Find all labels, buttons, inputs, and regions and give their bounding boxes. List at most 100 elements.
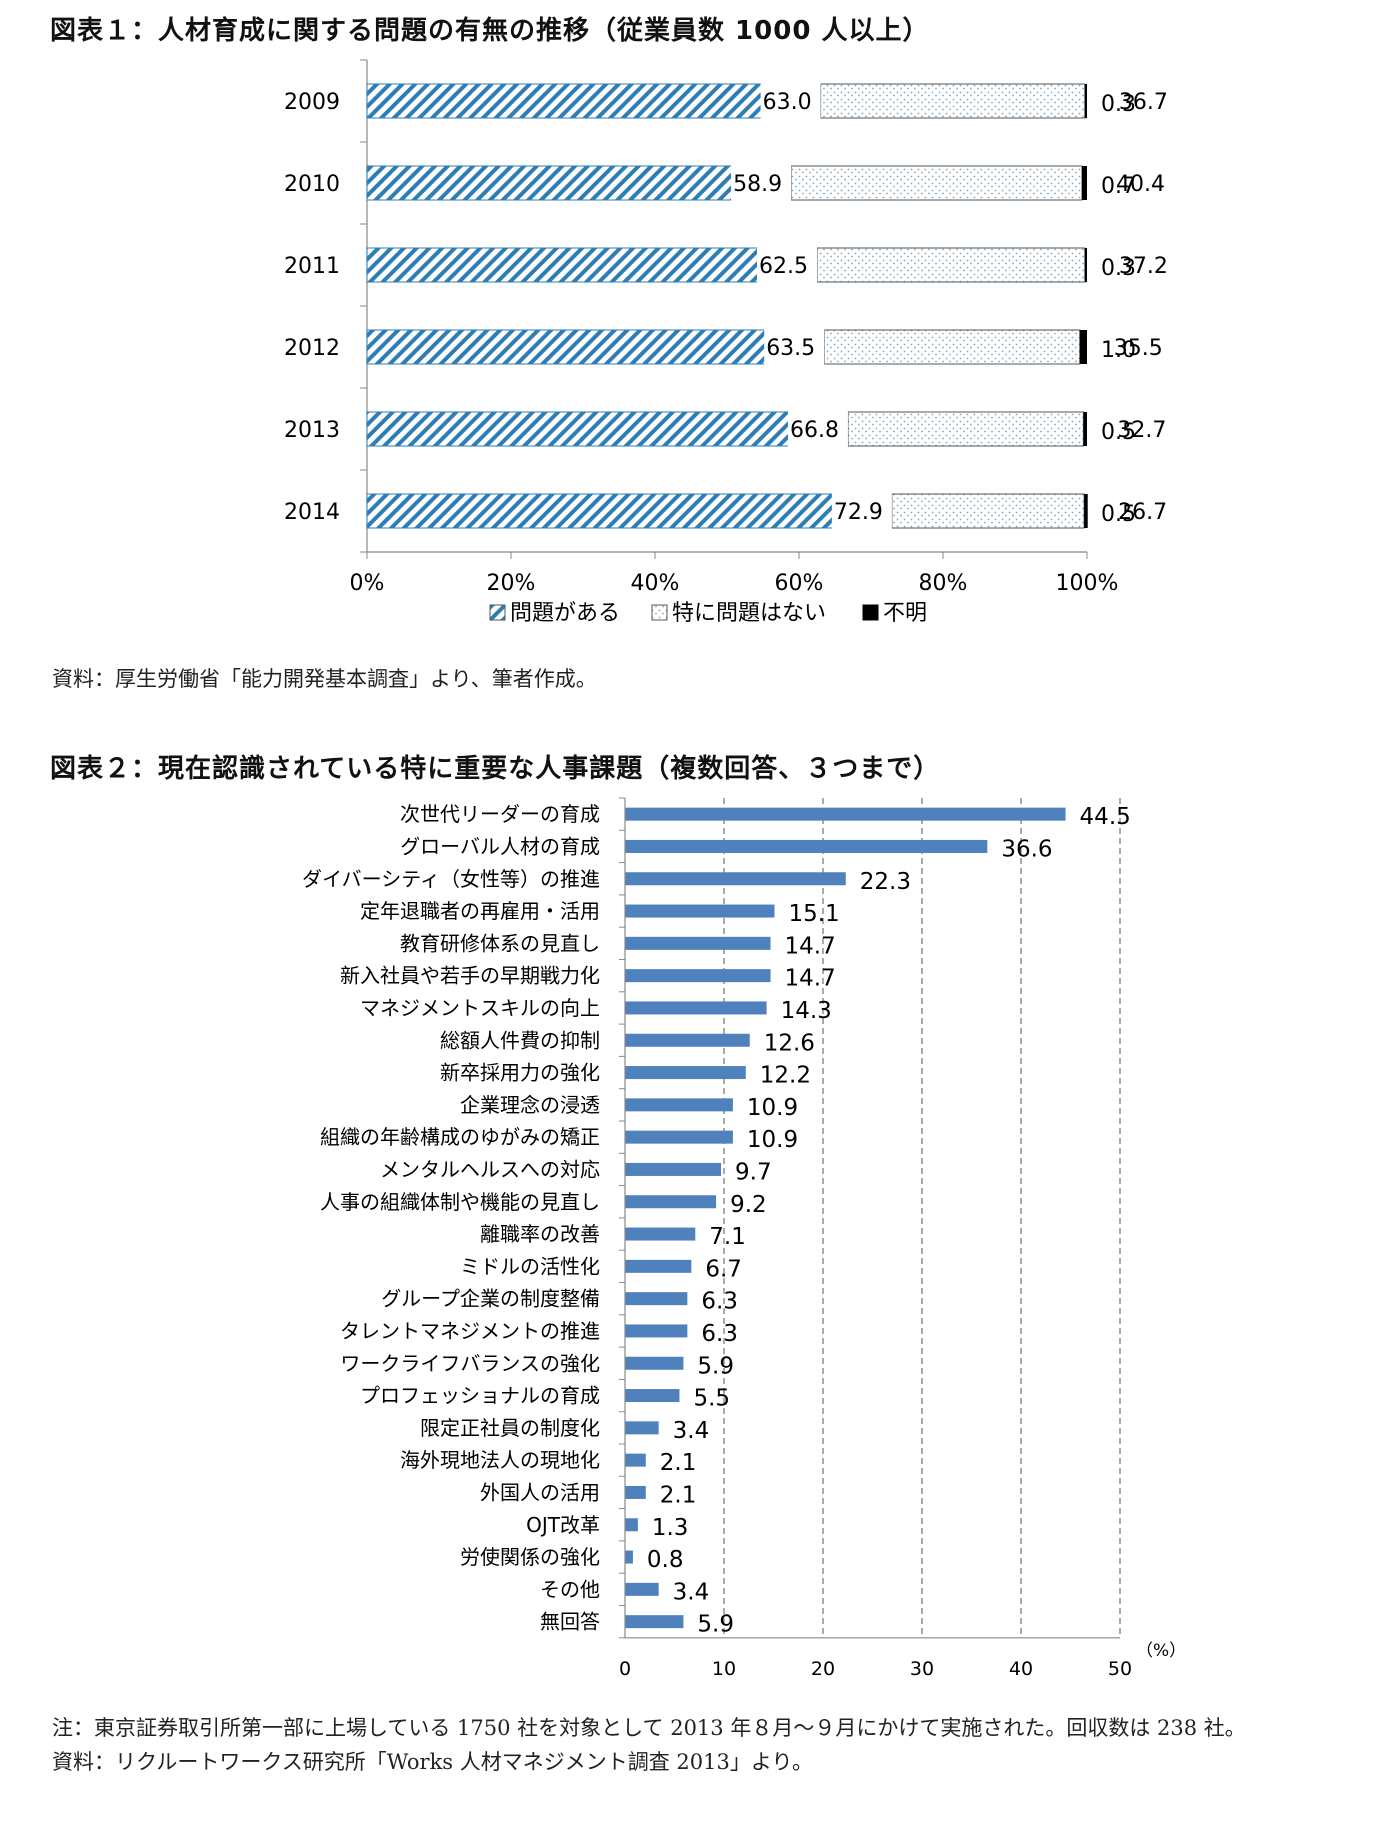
category-label: ワークライフバランスの強化: [340, 1351, 600, 1375]
category-label: ダイバーシティ（女性等）の推進: [302, 867, 600, 891]
data-label-no-problem: 37.2: [1119, 254, 1168, 279]
bar-unknown: [1081, 166, 1087, 200]
category-label: 総額人件費の抑制: [440, 1028, 600, 1052]
label-bg: [1114, 80, 1175, 122]
figure2-title: 図表２：現在認識されている特に重要な人事課題（複数回答、３つまで）: [50, 754, 941, 784]
bar: [625, 872, 846, 886]
label-bg: [760, 80, 821, 122]
bar: [625, 1033, 750, 1047]
data-label: 44.5: [1080, 804, 1131, 830]
figure1-source: 資料：厚生労働省「能力開発基本調査」より、筆者作成。: [52, 667, 597, 691]
data-label-unknown: 0.3: [1101, 92, 1136, 117]
category-label: 2009: [284, 90, 340, 115]
bar: [625, 1518, 638, 1532]
data-label: 3.4: [673, 1579, 710, 1605]
x-tick-label: 10: [712, 1658, 736, 1680]
bar: [625, 1195, 717, 1209]
category-label: 2011: [284, 254, 340, 279]
category-label: ミドルの活性化: [460, 1254, 600, 1278]
legend-swatch: [862, 604, 879, 621]
data-label-no-problem: 40.4: [1116, 172, 1165, 197]
bar: [625, 1227, 696, 1241]
bar: [625, 936, 771, 950]
category-label: 組織の年齢構成のゆがみの矯正: [320, 1125, 600, 1149]
data-label-no-problem: 36.7: [1119, 90, 1168, 115]
legend-swatch: [651, 604, 668, 621]
figure2-note: 注：東京証券取引所第一部に上場している 1750 社を対象として 2013 年８…: [52, 1716, 1246, 1740]
label-bg: [1113, 408, 1174, 450]
category-label: 2014: [284, 500, 340, 525]
data-label: 1.3: [652, 1515, 689, 1541]
bar-problem: [366, 329, 825, 365]
data-label: 7.1: [709, 1224, 746, 1250]
category-label: グループ企業の制度整備: [381, 1287, 600, 1311]
data-label: 6.3: [701, 1321, 738, 1347]
bar-no-problem: [891, 493, 1085, 529]
label-bg: [757, 244, 817, 286]
bar-no-problem: [847, 411, 1084, 447]
label-bg: [1114, 244, 1175, 286]
data-label: 36.6: [1001, 836, 1052, 862]
data-label: 0.8: [647, 1547, 684, 1573]
category-label: 労使関係の強化: [460, 1545, 600, 1569]
label-bg: [731, 162, 792, 204]
bar: [625, 1485, 646, 1499]
category-label: その他: [540, 1577, 600, 1601]
bar-problem: [366, 247, 818, 283]
data-label-unknown: 0.7: [1101, 174, 1136, 199]
category-label: 2013: [284, 418, 340, 443]
x-tick-label: 80%: [919, 571, 968, 596]
data-label-problem: 63.0: [763, 90, 812, 115]
bar: [625, 1324, 688, 1338]
bar: [625, 1582, 659, 1596]
category-label: OJT改革: [526, 1513, 600, 1537]
category-label: 新入社員や若手の早期戦力化: [340, 964, 600, 988]
category-label: 次世代リーダーの育成: [400, 802, 600, 826]
category-label: 離職率の改善: [480, 1222, 600, 1246]
x-tick-label: 0: [619, 1658, 631, 1680]
data-label-no-problem: 26.7: [1118, 500, 1167, 525]
bar-unknown: [1084, 248, 1087, 282]
bar: [625, 1162, 722, 1176]
x-tick-label: 0%: [350, 571, 385, 596]
category-label: 2012: [284, 336, 340, 361]
bar: [625, 1098, 733, 1112]
bar: [625, 904, 775, 918]
figure2-source: 資料：リクルートワークス研究所「Works 人材マネジメント調査 2013」より…: [52, 1750, 814, 1774]
data-label: 9.7: [735, 1159, 772, 1185]
x-unit: （%）: [1136, 1641, 1186, 1661]
bar: [625, 807, 1066, 821]
bar: [625, 839, 988, 853]
category-label: 企業理念の浸透: [460, 1093, 600, 1117]
chart1: 0% 20% 40% 60% 80% 100% 2009 2010 2011 2012 2013 20…: [284, 59, 1175, 626]
data-label: 12.6: [764, 1030, 815, 1056]
data-label: 5.9: [697, 1353, 734, 1379]
chart2: 44.5 36.6 22.3 15.1 14.7 14.7 14.3 12.6 12.2 10.9…: [302, 797, 1186, 1680]
bar: [625, 1066, 746, 1080]
x-tick-label: 30: [910, 1658, 934, 1680]
data-label: 14.7: [785, 966, 836, 992]
data-label: 6.3: [701, 1289, 738, 1315]
data-label-unknown: 0.5: [1101, 420, 1136, 445]
bar: [625, 1130, 733, 1144]
bar: [625, 1453, 646, 1467]
category-label: 新卒採用力の強化: [440, 1061, 600, 1085]
label-bg: [1109, 326, 1170, 368]
category-label: 無回答: [540, 1610, 600, 1634]
data-label-unknown: 1.0: [1101, 338, 1136, 363]
legend-swatch: [489, 604, 506, 621]
x-tick-label: 100%: [1056, 571, 1119, 596]
category-label: 人事の組織体制や機能の見直し: [320, 1190, 600, 1214]
bar-problem: [366, 83, 822, 119]
data-label: 10.9: [747, 1127, 798, 1153]
data-label-problem: 58.9: [733, 172, 782, 197]
bar-unknown: [1084, 494, 1088, 528]
category-label: 海外現地法人の現地化: [400, 1448, 600, 1472]
category-label: グローバル人材の育成: [400, 834, 600, 858]
label-bg: [787, 408, 848, 450]
bar-problem: [366, 165, 792, 201]
bar: [625, 1356, 684, 1370]
bar-problem: [366, 493, 893, 529]
legend-label: 不明: [883, 601, 927, 626]
data-label-problem: 72.9: [834, 500, 883, 525]
